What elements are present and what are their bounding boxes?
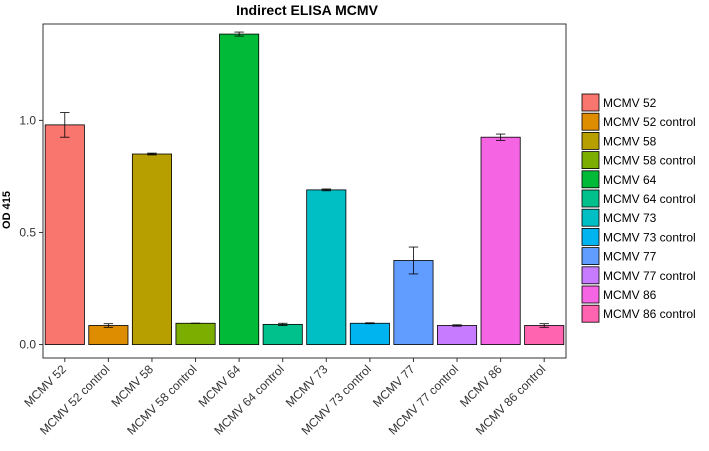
legend-label-mcmv-77-control: MCMV 77 control (603, 269, 696, 283)
legend-swatch-mcmv-73 (581, 208, 600, 227)
legend-label-mcmv-73-control: MCMV 73 control (603, 230, 696, 244)
y-axis-label: OD 415 (1, 191, 13, 229)
legend-swatch-mcmv-86 (581, 285, 600, 304)
legend-swatch-mcmv-77-control (581, 266, 600, 285)
legend-swatch-mcmv-52 (581, 93, 600, 112)
legend-label-mcmv-64: MCMV 64 (603, 173, 657, 187)
legend-label-mcmv-64-control: MCMV 64 control (603, 192, 696, 206)
legend-label-mcmv-86: MCMV 86 (603, 288, 657, 302)
legend-label-mcmv-73: MCMV 73 (603, 211, 657, 225)
legend-label-mcmv-77: MCMV 77 (603, 250, 657, 264)
legend-swatch-mcmv-64-control (581, 189, 600, 208)
bar-mcmv-52 (44, 124, 85, 345)
legend-swatch-mcmv-64 (581, 170, 600, 189)
legend: MCMV 52 MCMV 52 control MCMV 58 MCMV 58 con… (581, 93, 696, 323)
legend-label-mcmv-58-control: MCMV 58 control (603, 154, 696, 168)
legend-label-mcmv-52-control: MCMV 52 control (603, 115, 696, 129)
bar-mcmv-64-control (262, 323, 303, 345)
bar-mcmv-73 (306, 189, 347, 345)
legend-swatch-mcmv-58 (581, 131, 600, 150)
chart-title: Indirect ELISA MCMV (236, 2, 378, 18)
y-tick-label: 0.5 (19, 225, 36, 239)
y-tick-label: 1.0 (19, 113, 36, 127)
legend-label-mcmv-52: MCMV 52 (603, 96, 657, 110)
bar-mcmv-58-control (175, 322, 216, 345)
bar-mcmv-52-control (88, 325, 129, 345)
y-tick-label: 0.0 (19, 338, 36, 352)
bar-mcmv-64 (219, 33, 260, 345)
legend-swatch-mcmv-73-control (581, 227, 600, 246)
legend-swatch-mcmv-77 (581, 247, 600, 266)
bar-mcmv-73-control (349, 322, 390, 345)
legend-label-mcmv-58: MCMV 58 (603, 134, 657, 148)
legend-swatch-mcmv-86-control (581, 304, 600, 323)
legend-swatch-mcmv-58-control (581, 151, 600, 170)
legend-label-mcmv-86-control: MCMV 86 control (603, 307, 696, 321)
bar-mcmv-86-control (524, 325, 565, 345)
bar-mcmv-77 (393, 260, 434, 345)
bar-mcmv-86 (480, 136, 521, 345)
bar-mcmv-77-control (437, 325, 478, 345)
legend-swatch-mcmv-52-control (581, 112, 600, 131)
plot-panel-border (42, 23, 567, 359)
bar-mcmv-58 (131, 153, 172, 345)
